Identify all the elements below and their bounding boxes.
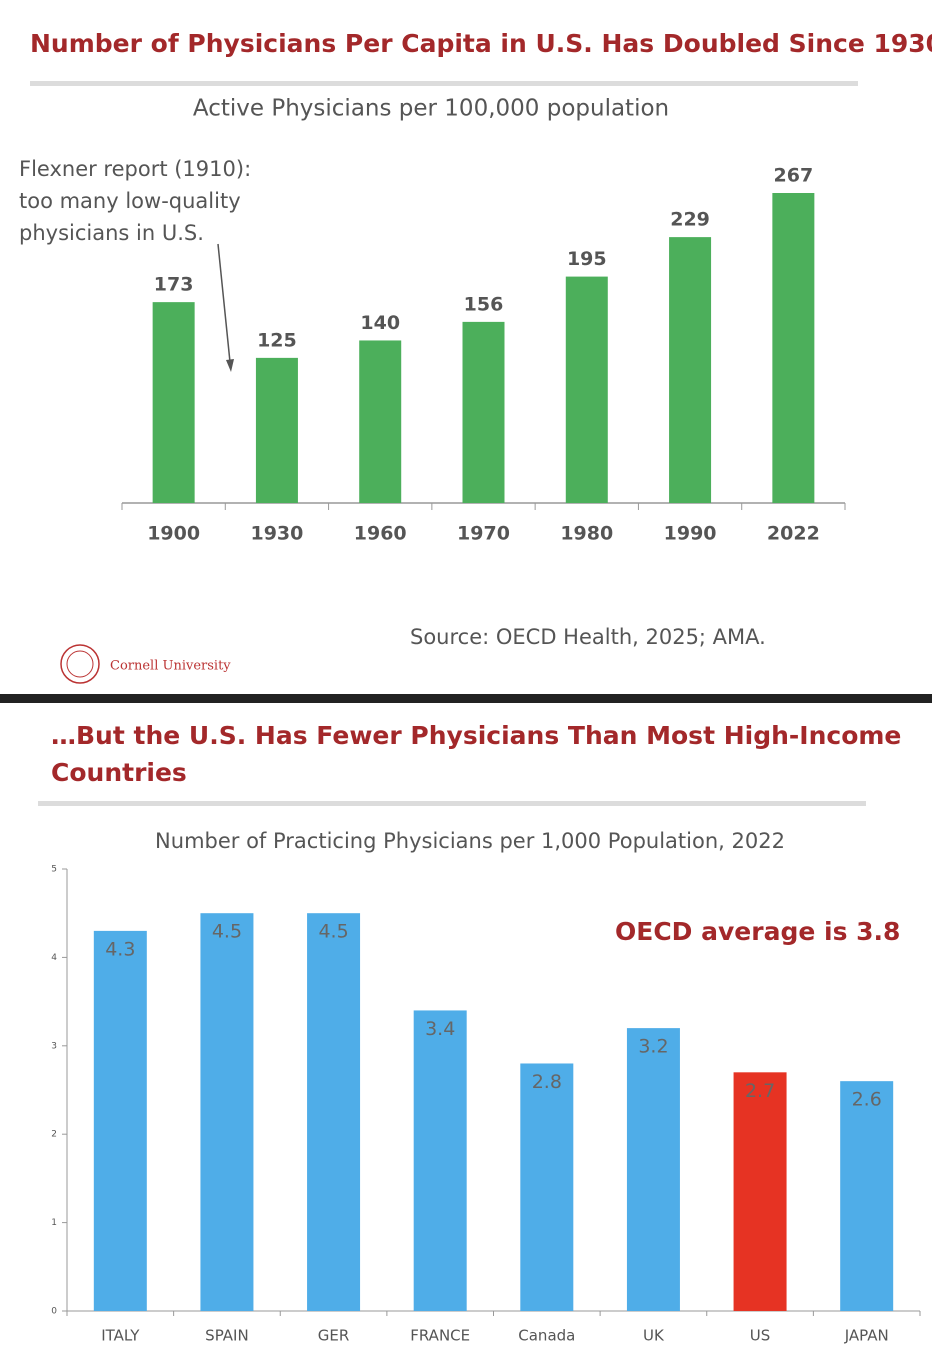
y-tick-label: 0 — [51, 1307, 57, 1317]
bar — [626, 1028, 680, 1311]
bar — [772, 193, 815, 503]
chart-title: Active Physicians per 100,000 population — [193, 96, 669, 122]
slide-heading: Number of Physicians Per Capita in U.S. … — [30, 29, 932, 58]
bar — [840, 1081, 894, 1311]
y-tick-label: 3 — [51, 1041, 57, 1051]
bar — [359, 340, 402, 503]
logo-text: Cornell University — [110, 659, 231, 674]
y-tick-label: 1 — [51, 1218, 57, 1228]
x-tick-label: US — [750, 1327, 771, 1345]
annotation: too many low-quality — [19, 189, 241, 213]
value-label: 3.2 — [638, 1036, 668, 1058]
y-tick-label: 4 — [51, 953, 57, 963]
value-label: 2.8 — [532, 1071, 562, 1093]
bar — [93, 930, 147, 1311]
x-tick-label: 1900 — [147, 523, 200, 545]
value-label: 156 — [464, 293, 504, 315]
value-label: 125 — [257, 329, 297, 351]
bar — [200, 913, 254, 1311]
source: Source: OECD Health, 2025; AMA. — [410, 625, 766, 649]
x-tick-label: 1990 — [664, 523, 717, 545]
x-tick-label: FRANCE — [410, 1327, 470, 1345]
x-tick-label: UK — [643, 1327, 665, 1345]
x-tick-label: JAPAN — [844, 1327, 889, 1345]
slide-separator — [0, 694, 932, 703]
bar — [413, 1010, 467, 1311]
bar — [462, 321, 505, 503]
divider — [38, 801, 866, 806]
bar — [307, 913, 361, 1311]
annotation-arrow — [217, 243, 231, 363]
logo-seal — [60, 644, 100, 684]
divider — [30, 81, 858, 86]
slide-heading: …But the U.S. Has Fewer Physicians Than … — [51, 721, 901, 750]
x-tick-label: Canada — [518, 1327, 575, 1345]
annotation: physicians in U.S. — [19, 221, 204, 245]
annotation: Flexner report (1910): — [19, 157, 251, 181]
value-label: 140 — [360, 312, 400, 334]
x-tick-label: 1930 — [250, 523, 303, 545]
x-tick-label: 1960 — [354, 523, 407, 545]
bar — [152, 302, 195, 503]
x-tick-label: 1980 — [560, 523, 613, 545]
bar — [669, 237, 712, 503]
bar — [255, 357, 298, 503]
slide-heading: Countries — [51, 758, 187, 787]
bar — [520, 1063, 574, 1311]
value-label: 4.5 — [318, 921, 348, 943]
value-label: 173 — [154, 274, 194, 296]
chart-title: Number of Practicing Physicians per 1,00… — [155, 829, 785, 853]
logo-seal — [66, 650, 94, 678]
value-label: 4.5 — [212, 921, 242, 943]
x-tick-label: 1970 — [457, 523, 510, 545]
value-label: 195 — [567, 248, 607, 270]
arrow-head — [226, 359, 234, 372]
y-tick-label: 2 — [51, 1130, 57, 1140]
x-tick-label: GER — [318, 1327, 350, 1345]
value-label: 3.4 — [425, 1018, 455, 1040]
bar — [733, 1072, 787, 1311]
x-tick-label: SPAIN — [205, 1327, 249, 1345]
x-tick-label: ITALY — [101, 1327, 140, 1345]
x-tick-label: 2022 — [767, 523, 820, 545]
annotation: OECD average is 3.8 — [615, 917, 900, 946]
value-label: 2.6 — [852, 1089, 882, 1111]
value-label: 267 — [774, 165, 814, 187]
value-label: 229 — [670, 209, 710, 231]
value-label: 2.7 — [745, 1080, 775, 1102]
value-label: 4.3 — [105, 938, 135, 960]
y-tick-label: 5 — [51, 865, 57, 875]
bar — [565, 276, 608, 503]
